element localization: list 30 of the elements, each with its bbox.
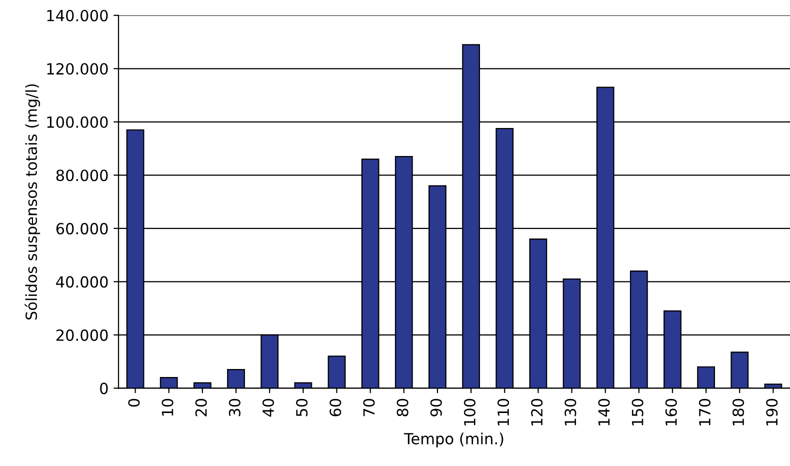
x-tick-label: 90: [430, 398, 442, 416]
x-axis-title: Tempo (min.): [404, 432, 504, 448]
y-tick-label: 100.000: [47, 116, 108, 128]
x-tick-label: 140: [598, 398, 610, 426]
y-tick-label: 60.000: [56, 222, 108, 234]
x-tick-label: 170: [698, 398, 710, 426]
x-tick-label: 30: [228, 398, 240, 416]
x-tick-label: 100: [464, 398, 476, 426]
x-tick-label: 20: [195, 398, 207, 416]
y-axis-title: Sólidos suspensos totais (mg/l): [24, 84, 40, 320]
x-tick-label: 60: [330, 398, 342, 416]
x-tick-label: 40: [262, 398, 274, 417]
x-tick-label: 0: [128, 398, 140, 407]
y-tick-label: 20.000: [56, 329, 108, 341]
x-tick-label: 150: [632, 398, 644, 426]
y-tick-label: 0: [100, 382, 108, 394]
x-tick-label: 160: [665, 398, 677, 426]
x-tick-label: 110: [497, 398, 510, 426]
y-tick-label: 120.000: [47, 63, 108, 75]
y-tick-label: 140.000: [47, 10, 108, 22]
x-tick-label: 70: [363, 398, 375, 416]
x-tick-label: 130: [564, 398, 576, 426]
y-tick-label: 40.000: [56, 276, 108, 288]
x-tick-label: 180: [732, 398, 744, 426]
x-tick-label: 50: [296, 398, 308, 416]
x-tick-label: 80: [396, 398, 408, 416]
x-tick-label: 120: [531, 398, 543, 426]
y-tick-label: 80.000: [56, 170, 108, 182]
x-tick-label: 190: [766, 398, 778, 426]
x-tick-label: 10: [162, 398, 174, 416]
